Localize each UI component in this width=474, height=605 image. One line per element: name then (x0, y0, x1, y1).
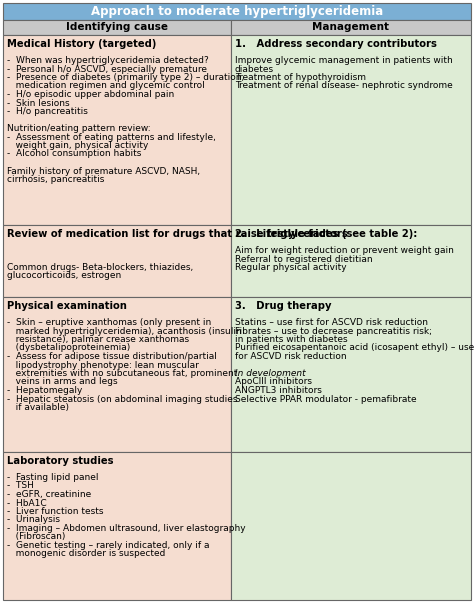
Text: Statins – use first for ASCVD risk reduction: Statins – use first for ASCVD risk reduc… (235, 318, 428, 327)
Bar (231, 452, 471, 600)
Bar (3, 3, 471, 20)
Text: if available): if available) (7, 403, 69, 412)
Text: Review of medication list for drugs that raise triglycerides (see table 2):: Review of medication list for drugs that… (7, 229, 418, 239)
Text: -  eGFR, creatinine: - eGFR, creatinine (7, 490, 91, 499)
Text: -  Liver function tests: - Liver function tests (7, 507, 103, 516)
Text: Selective PPAR modulator - pemafibrate: Selective PPAR modulator - pemafibrate (235, 394, 417, 404)
Text: -  Genetic testing – rarely indicated, only if a: - Genetic testing – rarely indicated, on… (7, 541, 210, 550)
Text: diabetes: diabetes (235, 65, 274, 73)
Text: Medical History (targeted): Medical History (targeted) (7, 39, 156, 49)
Text: weight gain, physical activity: weight gain, physical activity (7, 141, 148, 150)
Text: Physical examination: Physical examination (7, 301, 127, 311)
Text: -  Skin lesions: - Skin lesions (7, 99, 70, 108)
Text: lipodystrophy phenotype: lean muscular: lipodystrophy phenotype: lean muscular (7, 361, 199, 370)
Text: -  When was hypertriglyceridemia detected?: - When was hypertriglyceridemia detected… (7, 56, 209, 65)
Bar (231, 35, 471, 225)
Text: Treatment of hypothyroidism: Treatment of hypothyroidism (235, 73, 366, 82)
Text: monogenic disorder is suspected: monogenic disorder is suspected (7, 549, 165, 558)
Text: Nutrition/eating pattern review:: Nutrition/eating pattern review: (7, 124, 151, 133)
Text: Improve glycemic management in patients with: Improve glycemic management in patients … (235, 56, 453, 65)
Text: -  Imaging – Abdomen ultrasound, liver elastography: - Imaging – Abdomen ultrasound, liver el… (7, 524, 246, 533)
Bar (3, 35, 231, 225)
Text: -  Presence of diabetes (primarily type 2) – duration,: - Presence of diabetes (primarily type 2… (7, 73, 244, 82)
Text: in patients with diabetes: in patients with diabetes (235, 335, 347, 344)
Text: marked hypertriglyceridemia), acanthosis (insulin: marked hypertriglyceridemia), acanthosis… (7, 327, 242, 336)
Text: Fibrates – use to decrease pancreatitis risk;: Fibrates – use to decrease pancreatitis … (235, 327, 432, 336)
Bar (231, 297, 471, 452)
Bar (3, 297, 231, 452)
Text: (Fibroscan): (Fibroscan) (7, 532, 65, 541)
Text: ApoCIII inhibitors: ApoCIII inhibitors (235, 378, 312, 387)
Text: Purified eicosapentanoic acid (icosapent ethyl) – use: Purified eicosapentanoic acid (icosapent… (235, 344, 474, 353)
Text: resistance), palmar crease xanthomas: resistance), palmar crease xanthomas (7, 335, 189, 344)
Text: Approach to moderate hypertriglyceridemia: Approach to moderate hypertriglyceridemi… (91, 5, 383, 18)
Text: 2.   Lifestyle factors: 2. Lifestyle factors (235, 229, 348, 239)
Text: -  Skin – eruptive xanthomas (only present in: - Skin – eruptive xanthomas (only presen… (7, 318, 211, 327)
Text: -  HbA1C: - HbA1C (7, 499, 46, 508)
Text: Common drugs- Beta-blockers, thiazides,: Common drugs- Beta-blockers, thiazides, (7, 263, 193, 272)
Text: cirrhosis, pancreatitis: cirrhosis, pancreatitis (7, 175, 104, 184)
Text: -  Hepatic steatosis (on abdominal imaging studies: - Hepatic steatosis (on abdominal imagin… (7, 394, 237, 404)
Bar (3, 225, 231, 297)
Text: glucocorticoids, estrogen: glucocorticoids, estrogen (7, 272, 121, 281)
Text: -  Alcohol consumption habits: - Alcohol consumption habits (7, 149, 141, 159)
Text: ANGPTL3 inhibitors: ANGPTL3 inhibitors (235, 386, 322, 395)
Bar (3, 20, 231, 35)
Text: Laboratory studies: Laboratory studies (7, 456, 113, 466)
Text: Treatment of renal disease- nephrotic syndrome: Treatment of renal disease- nephrotic sy… (235, 82, 453, 91)
Text: -  Assess for adipose tissue distribution/partial: - Assess for adipose tissue distribution… (7, 352, 217, 361)
Text: 1.   Address secondary contributors: 1. Address secondary contributors (235, 39, 437, 49)
Text: -  Urinalysis: - Urinalysis (7, 515, 60, 525)
Text: Identifying cause: Identifying cause (66, 22, 168, 33)
Bar (3, 452, 231, 600)
Text: Referral to registered dietitian: Referral to registered dietitian (235, 255, 373, 264)
Text: 3.   Drug therapy: 3. Drug therapy (235, 301, 331, 311)
Text: (dysbetalipoproteinemia): (dysbetalipoproteinemia) (7, 344, 130, 353)
Text: Management: Management (312, 22, 390, 33)
Text: Aim for weight reduction or prevent weight gain: Aim for weight reduction or prevent weig… (235, 246, 454, 255)
Text: -  Fasting lipid panel: - Fasting lipid panel (7, 473, 99, 482)
Text: -  Assessment of eating patterns and lifestyle,: - Assessment of eating patterns and life… (7, 132, 216, 142)
Text: veins in arms and legs: veins in arms and legs (7, 378, 118, 387)
Text: -  TSH: - TSH (7, 482, 34, 491)
Text: for ASCVD risk reduction: for ASCVD risk reduction (235, 352, 346, 361)
Text: Family history of premature ASCVD, NASH,: Family history of premature ASCVD, NASH, (7, 166, 200, 175)
Text: Regular physical activity: Regular physical activity (235, 263, 346, 272)
Text: -  H/o pancreatitis: - H/o pancreatitis (7, 107, 88, 116)
Text: medication regimen and glycemic control: medication regimen and glycemic control (7, 82, 205, 91)
Text: -  Hepatomegaly: - Hepatomegaly (7, 386, 82, 395)
Text: -  H/o episodic upper abdominal pain: - H/o episodic upper abdominal pain (7, 90, 174, 99)
Text: extremities with no subcutaneous fat, prominent: extremities with no subcutaneous fat, pr… (7, 369, 237, 378)
Bar (231, 20, 471, 35)
Bar (231, 225, 471, 297)
Text: -  Personal h/o ASCVD, especially premature: - Personal h/o ASCVD, especially prematu… (7, 65, 207, 73)
Text: In development: In development (235, 369, 306, 378)
